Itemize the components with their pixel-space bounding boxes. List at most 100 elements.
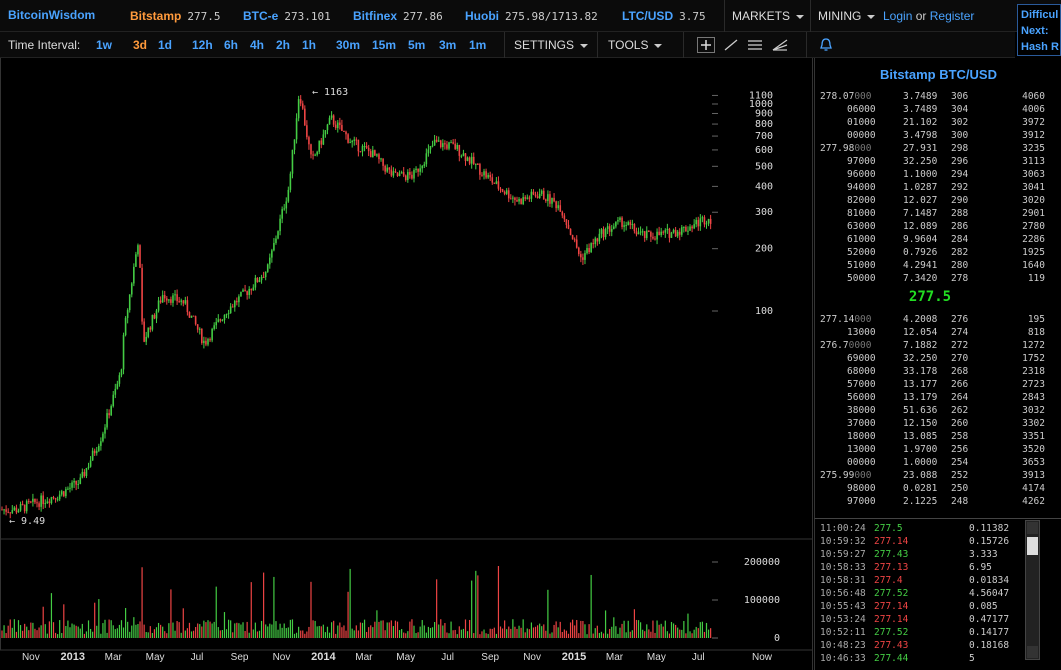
horizontal-lines-icon[interactable]	[746, 37, 764, 53]
candle-body	[264, 271, 267, 278]
order-level: 276	[951, 314, 969, 325]
market-ltcusd[interactable]: LTC/USD 3.75	[622, 9, 706, 23]
candle-body	[477, 163, 479, 165]
interval-4h[interactable]: 4h	[250, 38, 265, 52]
trade-time: 10:55:43	[820, 601, 866, 612]
candle-body	[507, 190, 510, 199]
candle-body	[213, 325, 215, 329]
candle-body	[526, 197, 529, 199]
crosshair-icon[interactable]	[697, 37, 715, 53]
candle-body	[240, 291, 242, 297]
interval-2h[interactable]: 2h	[276, 38, 291, 52]
interval-15m[interactable]: 15m	[372, 38, 397, 52]
mining-menu[interactable]: MINING	[818, 9, 876, 23]
interval-1w[interactable]: 1w	[96, 38, 113, 52]
market-huobi[interactable]: Huobi 275.98/1713.82	[465, 9, 598, 23]
trade-price: 277.43	[874, 640, 909, 651]
order-level: 250	[951, 483, 969, 494]
candle-body	[643, 231, 646, 239]
order-book-row: 13000 12.054 274 818	[815, 326, 1045, 339]
order-cumulative: 3020	[1022, 195, 1045, 206]
candle-body	[23, 504, 26, 512]
scroll-down-arrow[interactable]	[1027, 646, 1038, 658]
order-cumulative: 1925	[1022, 247, 1045, 258]
candle-body	[709, 218, 712, 224]
order-price: 82000	[847, 195, 876, 206]
price-chart[interactable]: 1100 1000 900 800 700 600 500 400 300 200 100 2000…	[0, 58, 813, 670]
candle-body	[153, 315, 156, 319]
trade-amount: 0.18168	[969, 640, 1010, 651]
candle-body	[604, 228, 607, 238]
candle-body	[359, 151, 362, 153]
candle-body	[54, 497, 57, 500]
tools-menu[interactable]: TOOLS	[608, 38, 663, 52]
candle-body	[417, 168, 419, 172]
order-cumulative: 2318	[1022, 366, 1045, 377]
alarm-bell-icon[interactable]	[817, 37, 835, 53]
order-level: 280	[951, 260, 969, 271]
settings-menu[interactable]: SETTINGS	[514, 38, 589, 52]
interval-6h[interactable]: 6h	[224, 38, 239, 52]
trade-amount: 4.56047	[969, 588, 1010, 599]
candle-body	[322, 134, 325, 145]
candle-body	[697, 219, 700, 227]
markets-menu[interactable]: MARKETS	[732, 9, 805, 23]
brand-logo[interactable]: BitcoinWisdom	[8, 8, 96, 22]
interval-1d[interactable]: 1d	[158, 38, 173, 52]
candle-body	[330, 115, 333, 118]
candle-body	[236, 300, 238, 303]
candle-body	[458, 144, 461, 156]
market-btce[interactable]: BTC-e 273.101	[243, 9, 331, 23]
order-book-row: 98000 0.0281 250 4174	[815, 482, 1045, 495]
interval-3m[interactable]: 3m	[439, 38, 457, 52]
candle-body	[610, 228, 613, 232]
candle-body	[464, 153, 467, 161]
interval-30m[interactable]: 30m	[336, 38, 361, 52]
candle-body	[409, 172, 411, 175]
candle-body	[407, 172, 409, 180]
scroll-thumb[interactable]	[1027, 537, 1038, 555]
recent-trades[interactable]: 11:00:24 277.5 0.11382 10:59:32 277.14 0.1572…	[814, 518, 1061, 670]
scroll-up-arrow[interactable]	[1027, 522, 1038, 534]
trade-time: 10:59:27	[820, 549, 866, 560]
login-link[interactable]: Login	[883, 9, 913, 23]
interval-1m[interactable]: 1m	[469, 38, 487, 52]
order-level: 264	[951, 392, 969, 403]
candle-body	[102, 433, 104, 442]
mining-info-panel: Difficul Next: Hash R	[1017, 4, 1061, 56]
register-link[interactable]: Register	[929, 9, 975, 23]
market-bitstamp[interactable]: Bitstamp 277.5	[130, 9, 220, 23]
candle-body	[637, 232, 640, 235]
interval-12h[interactable]: 12h	[192, 38, 213, 52]
market-bitfinex[interactable]: Bitfinex 277.86	[353, 9, 443, 23]
order-book-row: 00000 1.0000 254 3653	[815, 456, 1045, 469]
divider	[806, 32, 807, 58]
trade-price: 277.5	[874, 523, 903, 534]
candle-body	[30, 501, 32, 503]
order-cumulative: 3235	[1022, 143, 1045, 154]
candle-body	[9, 512, 12, 514]
order-book-row: 82000 12.027 290 3020	[815, 194, 1045, 207]
candle-body	[347, 134, 349, 143]
time-tick-label: Nov	[273, 652, 291, 663]
trade-amount: 0.47177	[969, 614, 1010, 625]
candle-body	[95, 450, 98, 454]
candle-body	[510, 198, 512, 200]
line-draw-icon[interactable]	[722, 37, 740, 53]
order-book-row: 275.99000 23.088 252 3913	[815, 469, 1045, 482]
candle-body	[442, 143, 444, 148]
interval-5m[interactable]: 5m	[408, 38, 426, 52]
interval-1h[interactable]: 1h	[302, 38, 317, 52]
candle-body	[283, 208, 286, 210]
candle-body	[128, 294, 131, 311]
order-level: 274	[951, 327, 969, 338]
candle-body	[211, 328, 213, 341]
fan-draw-icon[interactable]	[771, 37, 789, 53]
trades-scrollbar[interactable]	[1025, 520, 1040, 660]
candle-body	[304, 108, 306, 126]
candle-body	[396, 172, 399, 176]
order-price: 97000	[847, 496, 876, 507]
interval-3d[interactable]: 3d	[133, 38, 148, 52]
chevron-down-icon	[796, 14, 805, 19]
